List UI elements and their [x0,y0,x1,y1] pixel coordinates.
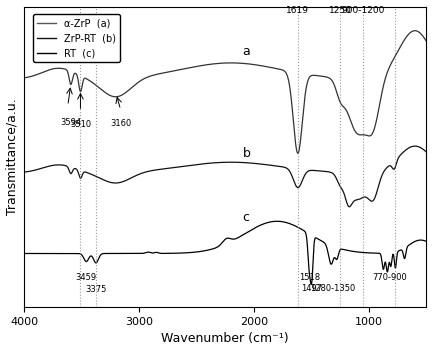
Text: 3375: 3375 [85,285,107,294]
Text: 770-900: 770-900 [372,273,407,282]
Text: 1250: 1250 [329,6,352,15]
Text: a: a [242,45,250,58]
Text: 1280-1350: 1280-1350 [310,284,356,293]
Text: 1497: 1497 [301,284,322,293]
Text: b: b [242,147,251,160]
Text: 3510: 3510 [70,120,91,129]
Text: c: c [242,211,250,224]
Y-axis label: Transmittance/a.u.: Transmittance/a.u. [6,99,19,215]
Text: 1619: 1619 [286,6,309,15]
Text: 900-1200: 900-1200 [342,6,385,15]
Text: 3594: 3594 [60,118,82,127]
X-axis label: Wavenumber (cm⁻¹): Wavenumber (cm⁻¹) [162,332,289,345]
Text: 3160: 3160 [110,119,131,128]
Legend: α-ZrP  (a), ZrP-RT  (b), RT  (c): α-ZrP (a), ZrP-RT (b), RT (c) [33,14,120,62]
Text: 1518: 1518 [299,273,320,282]
Text: 3459: 3459 [76,273,97,282]
